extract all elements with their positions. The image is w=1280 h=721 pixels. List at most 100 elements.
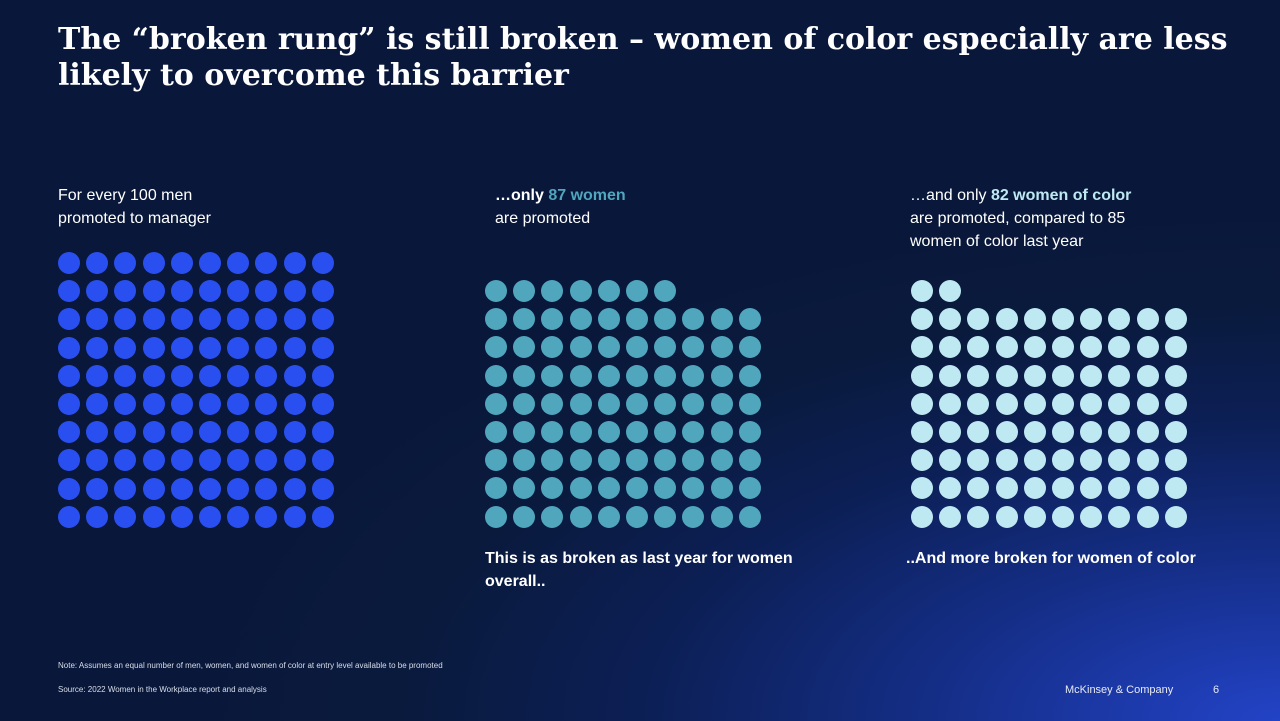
waffle-dot	[654, 505, 677, 528]
waffle-dot	[1023, 308, 1046, 331]
waffle-dot	[114, 280, 137, 303]
waffle-dot	[1164, 505, 1187, 528]
waffle-dot	[995, 308, 1018, 331]
waffle-dot	[311, 280, 334, 303]
waffle-dot	[1136, 308, 1159, 331]
waffle-dot	[58, 308, 80, 331]
waffle-dot	[170, 336, 193, 359]
waffle-dot	[1108, 392, 1131, 415]
waffle-dot	[198, 421, 221, 444]
waffle-dot	[541, 308, 564, 331]
waffle-dot	[198, 392, 221, 415]
waffle-dot	[911, 392, 933, 415]
footnote: Note: Assumes an equal number of men, wo…	[58, 661, 443, 670]
waffle-dot	[58, 364, 80, 387]
waffle-dot	[114, 364, 137, 387]
waffle-dot	[597, 477, 620, 500]
waffle-dot	[625, 420, 648, 443]
waffle-dot	[738, 477, 761, 500]
waffle-dot	[1023, 336, 1046, 359]
waffle-dot	[86, 336, 109, 359]
waffle-spacer	[1108, 280, 1130, 302]
waffle-dot	[710, 364, 733, 387]
waffle-dot	[1080, 449, 1103, 472]
waffle-dot	[654, 477, 677, 500]
waffle-dot	[283, 336, 306, 359]
waffle-dot	[1136, 449, 1159, 472]
waffle-dot	[255, 336, 278, 359]
waffle-dot	[738, 392, 761, 415]
waffle-dot	[114, 392, 137, 415]
waffle-dot	[1023, 364, 1046, 387]
waffle-dot	[513, 336, 536, 359]
waffle-dot	[1108, 420, 1131, 443]
waffle-dot	[1080, 364, 1103, 387]
waffle-dot	[597, 336, 620, 359]
waffle-dot	[255, 308, 278, 331]
women-label-prefix: …only	[495, 187, 549, 204]
waffle-dot	[86, 477, 109, 500]
waffle-dot	[283, 364, 306, 387]
waffle-dot	[198, 505, 221, 528]
waffle-dot	[1164, 449, 1187, 472]
waffle-dot	[311, 252, 334, 274]
waffle-dot	[682, 364, 705, 387]
waffle-dot	[995, 449, 1018, 472]
waffle-dot	[227, 280, 250, 303]
waffle-dot	[58, 280, 80, 303]
waffle-dot	[597, 364, 620, 387]
waffle-dot	[569, 336, 592, 359]
waffle-dot	[58, 421, 80, 444]
waffle-dot	[625, 477, 648, 500]
men-label-line2: promoted to manager	[58, 210, 211, 227]
waffle-dot	[654, 280, 677, 302]
waffle-dot	[311, 505, 334, 528]
waffle-dot	[170, 421, 193, 444]
waffle-dot	[911, 364, 933, 387]
women-takeaway: This is as broken as last year for women…	[485, 550, 793, 590]
waffle-dot	[541, 280, 564, 302]
waffle-dot	[625, 392, 648, 415]
waffle-dot	[541, 392, 564, 415]
waffle-dot	[170, 252, 193, 274]
waffle-dot	[311, 477, 334, 500]
waffle-dot	[738, 449, 761, 472]
waffle-dot	[541, 477, 564, 500]
waffle-dot	[255, 280, 278, 303]
waffle-dot	[682, 477, 705, 500]
waffle-dot	[738, 308, 761, 331]
waffle-dot	[1108, 449, 1131, 472]
waffle-dot	[86, 364, 109, 387]
waffle-dot	[569, 420, 592, 443]
waffle-dot	[86, 505, 109, 528]
waffle-spacer	[1024, 280, 1046, 302]
waffle-dot	[597, 392, 620, 415]
waffle-dot	[967, 308, 990, 331]
waffle-dot	[710, 308, 733, 331]
waffle-dot	[939, 449, 962, 472]
waffle-dot	[170, 477, 193, 500]
waffle-dot	[939, 280, 962, 302]
waffle-dot	[485, 280, 507, 302]
waffle-dot	[541, 449, 564, 472]
waffle-dot	[939, 392, 962, 415]
waffle-dot	[911, 449, 933, 472]
waffle-dot	[1080, 420, 1103, 443]
waffle-dot	[597, 280, 620, 302]
waffle-dot	[682, 449, 705, 472]
waffle-dot	[1080, 392, 1103, 415]
waffle-dot	[142, 505, 165, 528]
waffle-dot	[939, 420, 962, 443]
waffle-dot	[710, 392, 733, 415]
waffle-dot	[710, 449, 733, 472]
woc-takeaway: ..And more broken for women of color	[906, 550, 1196, 567]
waffle-dot	[1108, 308, 1131, 331]
waffle-dot	[541, 336, 564, 359]
waffle-dot	[738, 420, 761, 443]
woc-waffle-chart	[911, 280, 1187, 528]
waffle-dot	[283, 280, 306, 303]
waffle-dot	[625, 505, 648, 528]
waffle-dot	[1080, 336, 1103, 359]
page-number: 6	[1213, 684, 1220, 696]
waffle-dot	[967, 336, 990, 359]
